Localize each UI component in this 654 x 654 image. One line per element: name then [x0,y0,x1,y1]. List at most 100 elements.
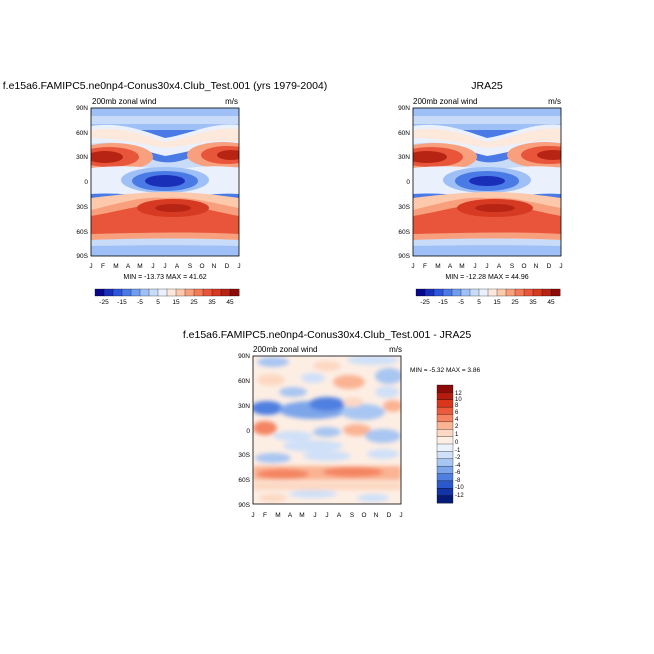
panel-model-contour-field [90,107,240,257]
y-tick-label: 30S [398,204,410,211]
colorbar-label: 25 [511,299,519,306]
x-tick-label: O [199,263,204,270]
x-tick-label: J [399,512,402,519]
x-tick-label: J [473,263,476,270]
colorbar-label: 5 [477,299,481,306]
colorbar-swatch [496,288,507,297]
colorbar-label: -4 [455,463,461,469]
x-tick-label: N [374,512,379,519]
colorbar-label: -2 [455,455,461,461]
panel-reanalysis-colorbar-labels: -25 -15 -5 5 15 25 35 45 [420,299,555,306]
colorbar-swatch [436,414,454,423]
colorbar-swatch [436,495,454,504]
colorbar-label: 45 [547,299,555,306]
colorbar-swatch [184,288,195,297]
colorbar-swatch [220,288,231,297]
panel-difference-contour-field [252,355,402,505]
colorbar-label: 5 [156,299,160,306]
colorbar-label: -15 [117,299,127,306]
x-tick-label: S [188,263,193,270]
colorbar-swatch [514,288,525,297]
x-tick-label: J [485,263,488,270]
panel-difference-x-ticks: J F M A M J J A S O N D J [251,512,402,519]
colorbar-swatch [433,288,444,297]
x-tick-label: A [175,263,180,270]
colorbar-label: -12 [455,493,464,499]
panel-reanalysis-left-label: 200mb zonal wind [413,97,477,106]
colorbar-swatch [436,429,454,437]
x-tick-label: D [387,512,392,519]
y-tick-label: 90S [398,253,410,260]
x-tick-label: J [325,512,328,519]
y-tick-label: 0 [84,179,88,186]
colorbar-label: 2 [455,424,459,430]
panel-reanalysis-colorbar [415,288,561,297]
x-tick-label: S [350,512,355,519]
panel-reanalysis-stats: MIN = -12.28 MAX = 44.96 [445,274,528,281]
colorbar-label: 12 [455,391,462,397]
x-tick-label: M [435,263,440,270]
panel-model: f.e15a6.FAMIPC5.ne0np4-Conus30x4.Club_Te… [3,80,328,306]
panel-reanalysis-right-label: m/s [548,97,561,106]
y-tick-label: 30N [398,154,410,161]
colorbar-swatch [451,288,462,297]
colorbar-swatch [436,473,454,482]
colorbar-swatch [112,288,123,297]
y-tick-label: 90N [76,105,88,112]
x-tick-label: J [237,263,240,270]
y-tick-label: 30N [76,154,88,161]
colorbar-swatch [130,288,141,297]
colorbar-swatch [193,288,204,297]
panel-model-title: f.e15a6.FAMIPC5.ne0np4-Conus30x4.Club_Te… [3,80,328,92]
x-tick-label: F [423,263,427,270]
x-tick-label: N [212,263,217,270]
colorbar-label: 1 [455,432,459,438]
colorbar-label: 6 [455,410,459,416]
panel-model-colorbar [94,288,240,297]
colorbar-label: 15 [172,299,180,306]
panel-difference-colorbar [436,384,454,504]
x-tick-label: J [313,512,316,519]
colorbar-label: 35 [529,299,537,306]
y-tick-label: 90N [398,105,410,112]
panel-model-stats: MIN = -13.73 MAX = 41.62 [123,274,206,281]
y-tick-label: 90S [238,502,250,509]
colorbar-swatch [532,288,543,297]
colorbar-swatch [94,288,105,297]
y-tick-label: 30S [238,452,250,459]
x-tick-label: J [163,263,166,270]
colorbar-label: -25 [99,299,109,306]
x-tick-label: D [547,263,552,270]
x-tick-label: O [521,263,526,270]
y-tick-label: 60S [398,229,410,236]
x-tick-label: J [251,512,254,519]
x-tick-label: M [299,512,304,519]
colorbar-swatch [505,288,516,297]
colorbar-swatch [436,436,454,445]
colorbar-swatch [541,288,552,297]
x-tick-label: O [361,512,366,519]
colorbar-swatch [523,288,534,297]
panel-difference-title: f.e15a6.FAMIPC5.ne0np4-Conus30x4.Club_Te… [183,329,472,341]
colorbar-label: -5 [137,299,143,306]
y-tick-label: 30N [238,403,250,410]
colorbar-swatch [157,288,168,297]
colorbar-label: -5 [458,299,464,306]
panel-model-left-label: 200mb zonal wind [92,97,156,106]
x-tick-label: A [288,512,293,519]
y-tick-label: 0 [246,428,250,435]
x-tick-label: A [497,263,502,270]
x-tick-label: J [89,263,92,270]
colorbar-swatch [436,443,454,452]
panel-reanalysis: JRA25 200mb zonal wind m/s [398,80,563,306]
colorbar-label: 25 [190,299,198,306]
panel-difference-right-label: m/s [389,345,402,354]
panel-difference-stats: MIN = -5.32 MAX = 3.86 [410,367,480,374]
colorbar-label: -6 [455,470,461,476]
colorbar-label: 15 [493,299,501,306]
x-tick-label: A [448,263,453,270]
x-tick-label: A [126,263,131,270]
colorbar-label: -1 [455,448,461,454]
colorbar-label: 35 [208,299,216,306]
